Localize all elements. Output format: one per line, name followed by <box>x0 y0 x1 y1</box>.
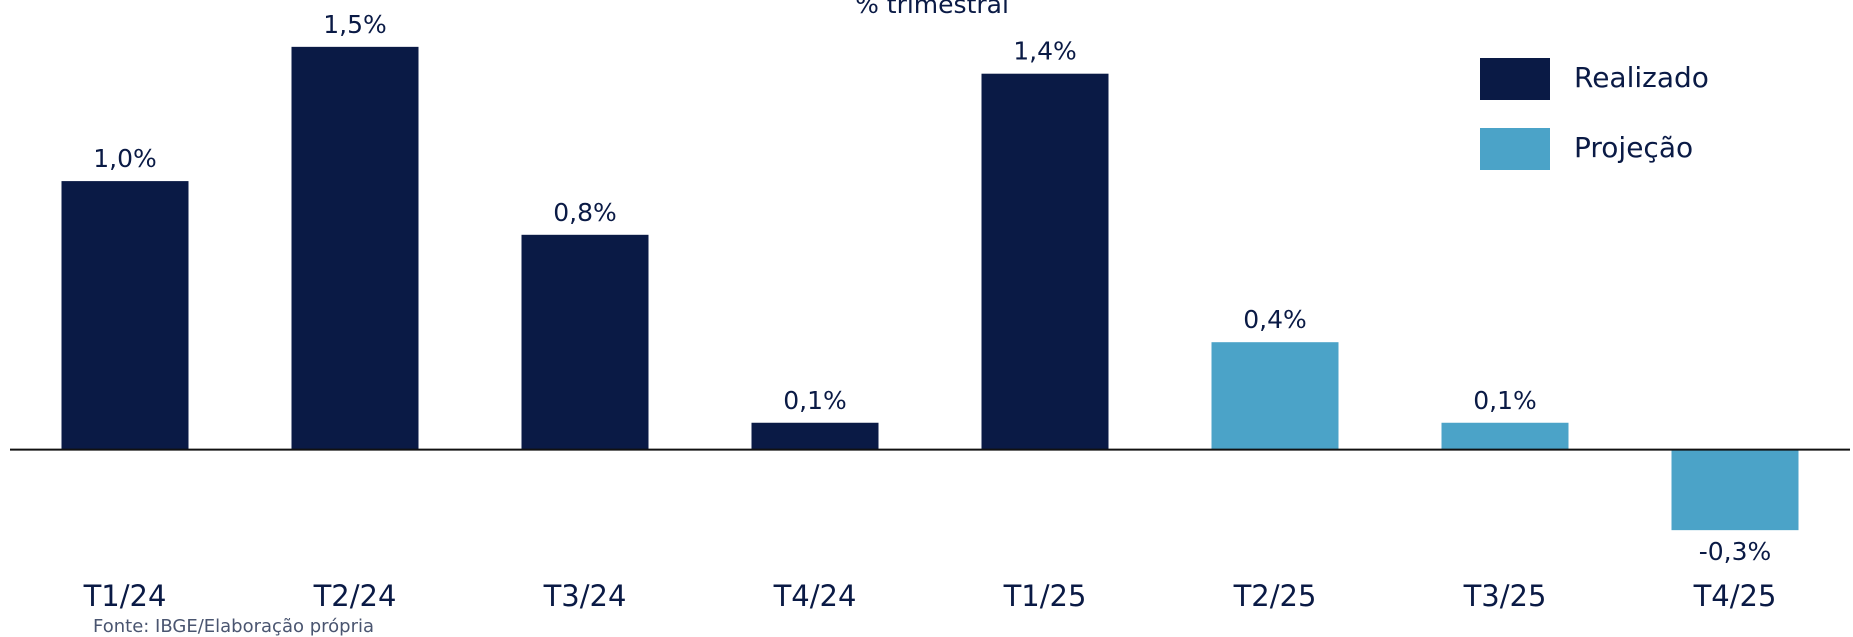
x-tick-label: T2/24 <box>313 579 397 613</box>
bar <box>1671 449 1799 531</box>
bar <box>61 181 189 450</box>
x-tick-label: T2/25 <box>1233 579 1317 613</box>
bar <box>751 422 879 450</box>
legend-label: Realizado <box>1574 61 1709 94</box>
bar <box>291 46 419 450</box>
source-note: Fonte: IBGE/Elaboração própria <box>93 616 374 637</box>
data-label: 1,0% <box>93 144 157 173</box>
x-tick-label: T4/25 <box>1693 579 1777 613</box>
legend-swatch <box>1480 58 1550 100</box>
legend-swatch <box>1480 128 1550 170</box>
data-label: 0,1% <box>1473 386 1537 415</box>
legend-label: Projeção <box>1574 131 1693 164</box>
data-label: -0,3% <box>1699 537 1772 566</box>
bar <box>521 234 649 450</box>
data-label: 0,4% <box>1243 305 1307 334</box>
bar <box>981 73 1109 450</box>
bar <box>1441 422 1569 450</box>
chart-subtitle: % trimestral <box>855 0 1009 19</box>
x-tick-label: T1/24 <box>83 579 167 613</box>
data-label: 1,4% <box>1013 37 1077 66</box>
x-tick-label: T4/24 <box>773 579 857 613</box>
bar <box>1211 342 1339 450</box>
data-label: 0,8% <box>553 198 617 227</box>
x-tick-label: T3/25 <box>1463 579 1547 613</box>
data-label: 0,1% <box>783 386 847 415</box>
x-tick-label: T1/25 <box>1003 579 1087 613</box>
x-tick-label: T3/24 <box>543 579 627 613</box>
data-label: 1,5% <box>323 10 387 39</box>
